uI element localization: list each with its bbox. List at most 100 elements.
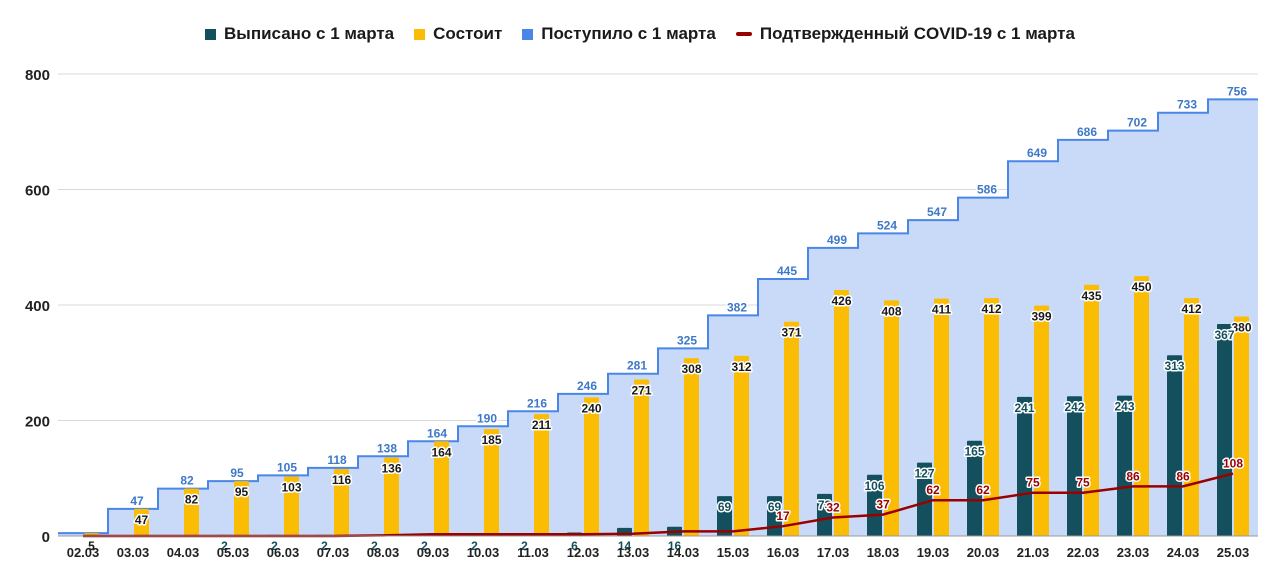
current-bar (884, 300, 899, 536)
current-data-label: 450 (1131, 280, 1151, 294)
admitted-data-label-halo: 499 (827, 233, 847, 247)
covid-data-label: 75 (1076, 476, 1090, 490)
discharged-data-label: 69 (768, 500, 782, 514)
discharged-data-label-halo: 2 (371, 539, 378, 553)
current-data-label-halo: 47 (135, 513, 149, 527)
y-tick-label: 800 (25, 67, 50, 84)
x-tick-label: 03.03 (117, 545, 150, 560)
admitted-data-label-halo: 445 (777, 264, 797, 278)
discharged-data-label: 165 (964, 445, 984, 459)
current-data-label-halo: 380 (1231, 321, 1251, 335)
admitted-data-label-halo: 586 (977, 183, 997, 197)
current-data-label: 408 (881, 304, 901, 318)
current-data-label-halo: 408 (881, 304, 901, 318)
x-tick-label: 06.03 (267, 545, 300, 560)
admitted-data-label-halo: 105 (277, 460, 297, 474)
covid-data-label: 32 (826, 501, 840, 515)
discharged-data-label: 243 (1114, 400, 1134, 414)
discharged-data-label: 16 (668, 539, 682, 553)
current-data-label-halo: 450 (1131, 280, 1151, 294)
legend-label-current: Состоит (433, 24, 503, 43)
discharged-data-label: 2 (321, 539, 328, 553)
discharged-bar (1067, 396, 1082, 536)
discharged-bar (1167, 355, 1182, 536)
current-data-label: 426 (831, 294, 851, 308)
current-data-label: 240 (581, 401, 601, 415)
x-tick-label: 19.03 (917, 545, 950, 560)
current-data-label: 380 (1231, 321, 1251, 335)
current-bar (1234, 316, 1249, 536)
x-tick-label: 11.03 (517, 545, 549, 560)
covid-data-label-halo: 75 (1026, 476, 1040, 490)
current-data-label: 95 (235, 485, 249, 499)
covid-data-label: 62 (926, 483, 940, 497)
current-bar (734, 355, 749, 536)
admitted-data-label-halo: 702 (1127, 116, 1147, 130)
current-data-label: 411 (932, 303, 952, 317)
legend-item-covid: Подтвержденный COVID-19 с 1 марта (735, 24, 1075, 44)
admitted-data-label-halo: 649 (1027, 146, 1047, 160)
current-data-label: 412 (1181, 302, 1201, 316)
current-data-label-halo: 426 (831, 294, 851, 308)
current-data-label-halo: 103 (281, 481, 301, 495)
covid-data-label-halo: 86 (1176, 469, 1190, 483)
covid-data-label-halo: 86 (1126, 469, 1140, 483)
covid-data-label-halo: 62 (926, 483, 940, 497)
current-data-label-halo: 164 (431, 445, 451, 459)
legend-swatch-discharged (205, 28, 217, 40)
covid-data-label: 108 (1223, 457, 1243, 471)
current-bar (234, 481, 249, 536)
legend-swatch-admitted (522, 28, 534, 40)
current-data-label: 185 (481, 433, 501, 447)
admitted-data-label: 118 (327, 453, 347, 467)
discharged-data-label: 2 (371, 539, 378, 553)
current-data-label-halo: 211 (532, 418, 552, 432)
current-data-label-halo: 371 (781, 326, 801, 340)
current-bar (484, 429, 499, 536)
discharged-data-label-halo: 2 (471, 539, 478, 553)
admitted-data-label-halo: 686 (1077, 125, 1097, 139)
discharged-data-label-halo: 2 (421, 539, 428, 553)
admitted-step-line (58, 98, 1258, 535)
admitted-data-label: 95 (230, 466, 244, 480)
x-tick-label: 16.03 (767, 545, 800, 560)
covid-data-label: 62 (976, 483, 990, 497)
legend-label-covid: Подтвержденный COVID-19 с 1 марта (759, 24, 1075, 43)
discharged-bar (1217, 324, 1232, 536)
x-tick-label: 13.03 (617, 545, 650, 560)
covid-data-label-halo: 32 (826, 501, 840, 515)
discharged-data-label: 6 (571, 539, 578, 553)
discharged-data-label-halo: 165 (964, 445, 984, 459)
current-data-label-halo: 95 (235, 485, 249, 499)
current-data-label: 271 (631, 383, 651, 397)
legend-item-discharged: Выписано с 1 марта (205, 24, 394, 44)
admitted-data-label-halo: 164 (427, 426, 447, 440)
admitted-data-label: 216 (527, 396, 547, 410)
discharged-data-label: 2 (521, 539, 528, 553)
discharged-data-label: 241 (1014, 401, 1034, 415)
admitted-data-label-halo: 756 (1227, 84, 1247, 98)
x-tick-label: 08.03 (367, 545, 400, 560)
current-data-label-halo: 312 (731, 360, 751, 374)
discharged-data-label: 69 (718, 500, 732, 514)
current-bar (1084, 284, 1099, 536)
current-data-label-halo: 412 (1181, 302, 1201, 316)
admitted-data-label-halo: 190 (477, 411, 497, 425)
current-bar (834, 289, 849, 536)
discharged-data-label-halo: 241 (1014, 401, 1034, 415)
admitted-data-label-halo: 138 (377, 441, 397, 455)
admitted-data-label-halo: 382 (727, 300, 747, 314)
y-tick-label: 0 (42, 529, 50, 546)
current-data-label-halo: 116 (332, 473, 352, 487)
discharged-data-label-halo: 106 (864, 479, 884, 493)
admitted-data-label: 246 (577, 379, 597, 393)
discharged-data-label-halo: 14 (618, 539, 632, 553)
discharged-data-label: 73 (818, 498, 832, 512)
discharged-data-label-halo: 2 (321, 539, 328, 553)
discharged-data-label-halo: 243 (1114, 400, 1134, 414)
discharged-data-label: 367 (1214, 328, 1234, 342)
discharged-data-label: 127 (914, 467, 934, 481)
y-tick-label: 600 (25, 183, 50, 200)
legend-label-admitted: Поступило с 1 марта (541, 24, 716, 43)
